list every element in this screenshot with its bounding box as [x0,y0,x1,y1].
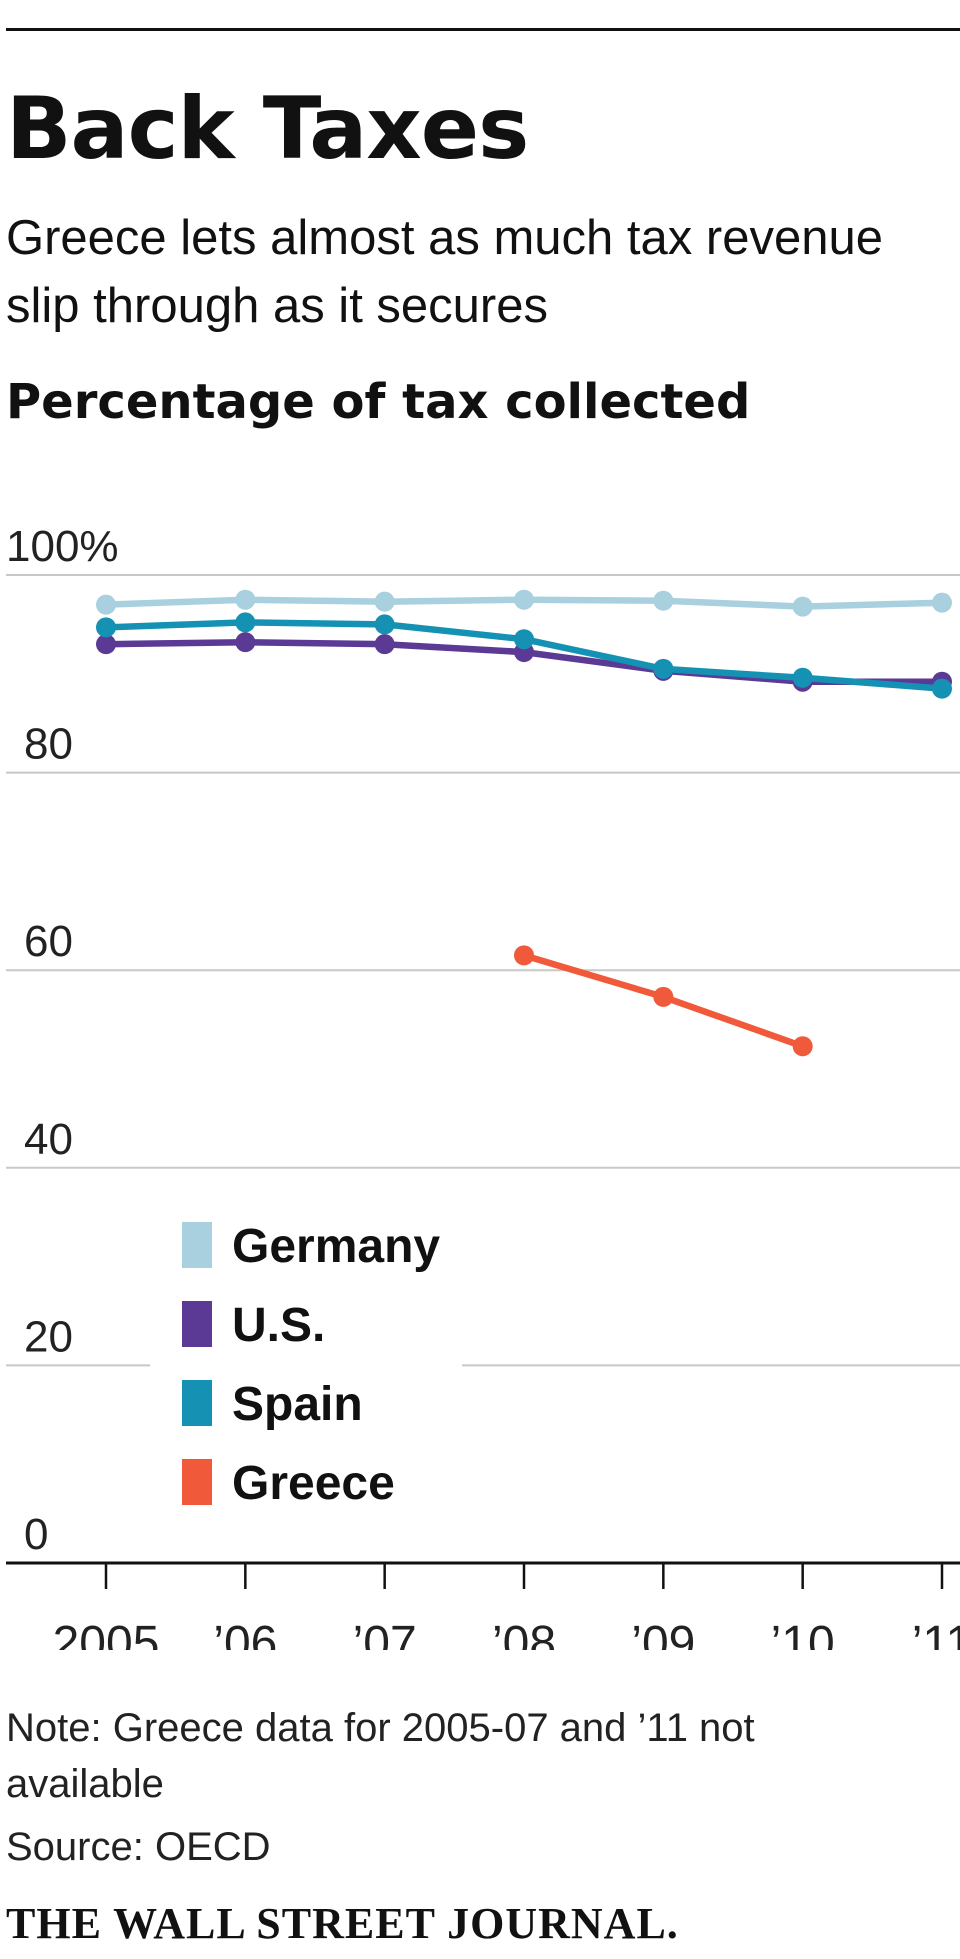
x-tick-label: ’11 [912,1617,960,1650]
data-point-germany [235,589,256,610]
units-label: Percentage of tax collected [6,374,751,430]
legend-swatch-germany [182,1222,212,1268]
data-point-spain [374,614,395,635]
data-point-greece [653,986,674,1007]
data-point-spain [514,629,534,650]
data-point-spain [653,658,674,679]
legend-swatch-greece [182,1459,212,1505]
x-tick-label: ’06 [213,1617,277,1650]
data-point-spain [235,612,256,633]
chart-subtitle: Greece lets almost as much tax revenue s… [6,211,883,333]
publisher-masthead: THE WALL STREET JOURNAL. [6,1899,679,1948]
y-tick-label: 40 [24,1115,73,1164]
footnote: Note: Greece data for 2005-07 and ’11 no… [6,1706,755,1806]
data-point-spain [792,667,813,688]
y-tick-label: 0 [24,1510,48,1559]
data-point-greece [792,1036,813,1057]
legend-label-germany: Germany [232,1220,440,1273]
y-tick-label: 80 [24,720,73,769]
legend-swatch-spain [182,1380,212,1426]
legend-label-spain: Spain [232,1378,363,1431]
x-tick-label: ’10 [771,1617,835,1650]
x-tick-label: ’07 [353,1617,417,1650]
data-point-us [96,634,116,655]
y-tick-label: 60 [24,917,73,966]
data-point-greece [514,945,534,966]
top-rule [6,28,960,31]
y-tick-label: 100% [6,522,119,571]
data-point-us [374,634,395,655]
data-point-spain [96,617,116,638]
data-point-us [235,632,256,653]
source-note: Source: OECD [6,1825,271,1869]
line-chart: 0 20 40 60 80 100% 2005 ’06 ’07 ’08 ’09 ’10 ’11 Germa… [6,522,960,1650]
legend-label-us: U.S. [232,1299,325,1352]
legend-label-greece: Greece [232,1457,395,1510]
data-point-germany [792,596,813,617]
data-point-germany [932,592,952,613]
data-point-germany [653,590,674,611]
x-tick-label: ’08 [492,1617,556,1650]
legend-swatch-us [182,1301,212,1347]
y-tick-label: 20 [24,1312,73,1361]
x-tick-label: 2005 [53,1617,160,1650]
data-point-germany [96,594,116,615]
data-point-spain [932,678,952,699]
data-point-germany [514,589,534,610]
x-tick-label: ’09 [631,1617,695,1650]
data-point-germany [374,591,395,612]
chart-title: Back Taxes [6,79,529,179]
